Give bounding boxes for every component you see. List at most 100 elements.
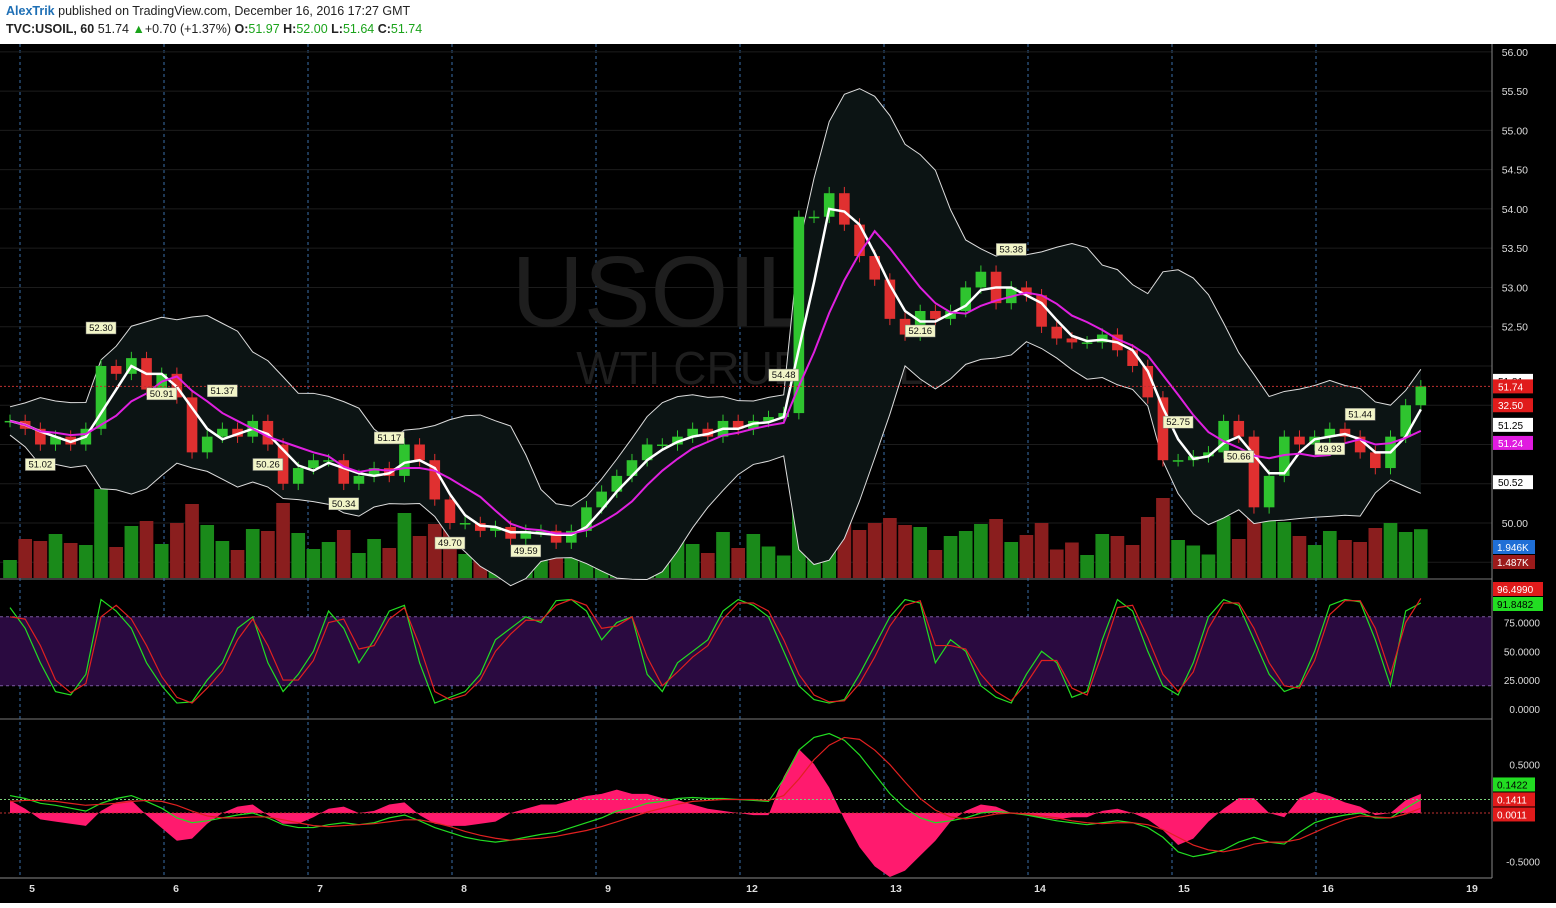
price-badge-label: 51.24 (1498, 439, 1523, 450)
ohlc-line: TVC:USOIL, 60 51.74 ▲+0.70 (+1.37%) O:51… (6, 22, 422, 36)
volume-bar (139, 521, 154, 578)
price-flag-label: 51.17 (377, 433, 401, 444)
volume-bar (989, 519, 1003, 578)
x-tick-label: 6 (173, 883, 179, 895)
price-flag-label: 51.02 (28, 460, 52, 471)
volume-bar (1125, 545, 1140, 578)
volume-bar (321, 542, 336, 578)
volume-bar (1034, 523, 1049, 578)
stoch-tick-label: 50.0000 (1504, 647, 1541, 658)
volume-bar (1262, 520, 1276, 578)
price-flag (1162, 415, 1194, 429)
candle-body (338, 460, 350, 484)
volume-bar (761, 546, 776, 578)
volume-bar (3, 560, 17, 578)
volume-bar (276, 503, 290, 578)
price-tick-label: 53.00 (1502, 282, 1528, 294)
volume-bar (306, 549, 321, 578)
price-flag-label: 51.37 (210, 386, 234, 397)
volume-bar (731, 548, 745, 578)
volume-bar (18, 539, 32, 578)
volume-bar (913, 527, 928, 578)
candle-body (869, 256, 881, 280)
bollinger-lower (9, 341, 1422, 587)
macd-tick-label: -0.5000 (1506, 857, 1540, 868)
volume-bar (867, 523, 882, 578)
stoch-badge-label: 91.8482 (1497, 600, 1534, 611)
volume-bar (1201, 554, 1216, 578)
volume-bar (1186, 545, 1201, 578)
candle-body (1400, 405, 1411, 437)
ma-pink-line (9, 229, 1422, 535)
candle-body (110, 365, 122, 374)
candle-body (1370, 452, 1381, 469)
volume-bar (261, 531, 275, 578)
published-text: published on TradingView.com, December 1… (58, 4, 411, 18)
candle-body (1263, 475, 1275, 508)
candle-body (1021, 287, 1032, 296)
symbol-label[interactable]: TVC:USOIL, 60 (6, 22, 95, 36)
price-flag (1344, 408, 1376, 421)
volume-badge (1493, 555, 1535, 569)
volume-bar (701, 553, 715, 578)
bollinger-upper (9, 88, 1422, 507)
chart-area[interactable]: USOIL, 60 WTI CRUDE OIL 51.02 52.30 50.91 5… (0, 44, 1556, 903)
price-flag (768, 368, 799, 382)
price-flag-label: 50.91 (150, 389, 174, 400)
volume-bar (352, 553, 366, 578)
price-flag (1314, 442, 1346, 456)
bollinger-bands (9, 88, 1422, 587)
candle-body (1051, 326, 1063, 339)
volume-bar (458, 554, 472, 578)
volume-bar (230, 550, 245, 578)
volume-bar (397, 513, 412, 578)
volume-bar (1065, 542, 1079, 578)
price-tick-label: 54.50 (1502, 165, 1528, 177)
candle-body (368, 468, 380, 476)
macd-tick-label: 0.5000 (1509, 761, 1540, 772)
candle-body (641, 444, 653, 461)
chart-header: AlexTrik published on TradingView.com, D… (0, 0, 1556, 44)
volume-badge-label: 1.946K (1497, 543, 1529, 554)
macd-histogram (10, 749, 1421, 877)
volume-bar (716, 532, 730, 578)
volume-bar (1322, 531, 1337, 578)
price-flag (146, 387, 177, 401)
candle-body (839, 193, 850, 225)
volume-bar (109, 547, 124, 578)
volume-bar (958, 531, 973, 578)
low-value: 51.64 (342, 22, 375, 36)
volume-bar (1368, 528, 1383, 578)
macd-badge-label: 0.0011 (1497, 810, 1527, 821)
price-flag (374, 431, 405, 445)
stoch-tick-label: 0.0000 (1509, 705, 1540, 716)
macd-panel (0, 732, 1492, 877)
stoch-tick-label: 75.0000 (1504, 619, 1541, 630)
candle-body (1248, 436, 1260, 508)
volume-bar (928, 550, 943, 578)
candle-body (1157, 397, 1169, 461)
volume-bar (154, 544, 169, 578)
volume-bar (1110, 536, 1125, 578)
macd-line (9, 732, 1422, 858)
price-flag-label: 52.75 (1166, 417, 1190, 428)
price-flag (434, 536, 466, 550)
candle-body (1096, 334, 1108, 343)
volume-bar (1216, 516, 1231, 578)
author-link[interactable]: AlexTrik (6, 4, 55, 18)
volume-bar (1307, 545, 1322, 578)
low-label: L: (331, 22, 343, 36)
volume-bar (776, 555, 791, 578)
macd-badge (1493, 792, 1535, 807)
axes: 5678912131415161949.5050.0052.5053.0053.… (29, 44, 1543, 895)
volume-bar (215, 541, 230, 578)
stoch-band (0, 616, 1492, 686)
volume-bar (1171, 540, 1185, 578)
x-tick-label: 16 (1322, 883, 1334, 895)
volume-bar (943, 536, 958, 578)
price-tick-label: 54.00 (1502, 204, 1528, 216)
candle-body (490, 526, 501, 531)
candle-body (657, 444, 668, 446)
candle-body (444, 499, 456, 524)
